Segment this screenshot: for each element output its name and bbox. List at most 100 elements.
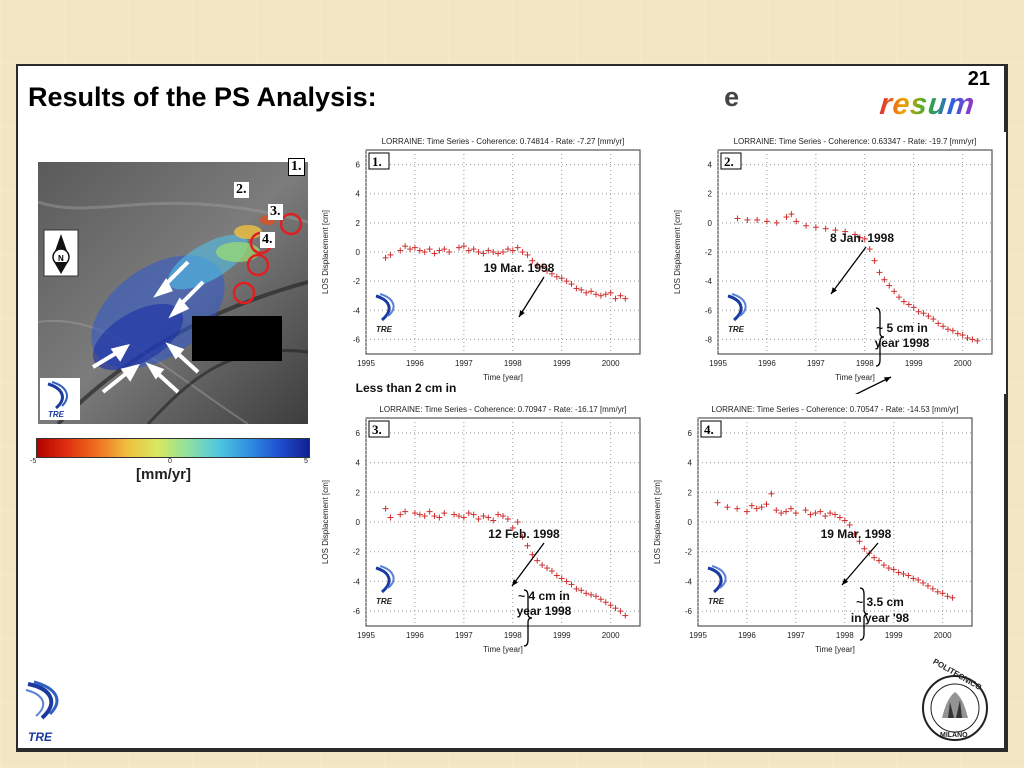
panel-number-box (700, 420, 722, 438)
data-point (617, 292, 624, 299)
data-point (436, 514, 443, 521)
data-point (846, 521, 853, 528)
data-point (807, 511, 814, 518)
data-point (563, 578, 570, 585)
direction-arrows (91, 260, 205, 394)
x-tick-label: 2000 (954, 359, 972, 368)
y-tick-label: 2 (688, 488, 693, 497)
data-point (842, 228, 849, 235)
colorbar-max-label: 5 (304, 458, 308, 465)
x-tick-label: 2000 (602, 631, 620, 640)
data-point (617, 608, 624, 615)
data-point (768, 490, 775, 497)
data-point (622, 295, 629, 302)
data-point (896, 294, 903, 301)
y-tick-label: 4 (356, 459, 361, 468)
y-tick-label: 0 (688, 518, 693, 527)
data-point (714, 499, 721, 506)
data-point (607, 289, 614, 296)
data-point (592, 291, 599, 298)
data-point (495, 511, 502, 518)
plot-tre-logo-icon (727, 293, 747, 322)
panel-number: 2. (724, 154, 734, 169)
y-tick-label: -2 (353, 277, 361, 286)
data-point (529, 257, 536, 264)
data-point (900, 571, 907, 577)
time-series-plot-3: LORRAINE: Time Series - Coherence: 0.709… (314, 400, 654, 666)
y-tick-label: 0 (708, 219, 713, 228)
plot-background (314, 132, 654, 394)
slide-canvas: 21 Results of the PS Analysis: e resum (16, 64, 1008, 752)
tre-logo-icon (40, 378, 80, 420)
data-point (602, 599, 609, 606)
y-tick-label: -4 (353, 306, 361, 315)
data-point (969, 336, 976, 343)
y-tick-label: 0 (356, 248, 361, 257)
data-point (416, 247, 423, 254)
data-point (407, 246, 414, 253)
data-point (475, 249, 482, 255)
plot-background (314, 400, 654, 666)
data-point (514, 519, 521, 525)
annotation-arrow (841, 542, 879, 586)
x-tick-label: 1997 (455, 359, 473, 368)
annotation-brace (859, 587, 869, 641)
data-point (851, 530, 858, 537)
data-point (788, 211, 795, 218)
annotation-arrowhead (831, 287, 838, 294)
data-point (588, 288, 595, 295)
data-point (915, 308, 922, 315)
data-point (890, 566, 897, 573)
site-4-circle (232, 281, 256, 305)
data-point (832, 227, 839, 234)
slide-number: 21 (967, 68, 990, 90)
data-point (836, 514, 843, 521)
x-tick-label: 1996 (758, 359, 776, 368)
y-tick-label: 4 (708, 161, 713, 170)
data-point (514, 244, 521, 251)
resum-button[interactable]: resum (878, 88, 977, 121)
data-point (411, 244, 418, 251)
data-point (763, 218, 770, 225)
x-axis-label: Time [year] (483, 645, 523, 654)
data-point (573, 285, 580, 292)
data-point (534, 262, 541, 269)
data-point (754, 216, 761, 223)
data-point (397, 247, 404, 254)
data-point (817, 508, 824, 515)
data-point (509, 524, 516, 531)
plot-tre-logo-icon (375, 293, 395, 322)
ps-map-svg: N TRE (37, 162, 309, 426)
annotation-text: 19 Mar. 1998 (821, 527, 892, 541)
panel-number: 3. (372, 422, 382, 437)
data-point (876, 557, 883, 564)
annotation-arrowhead (842, 578, 849, 585)
time-series-plot-2: LORRAINE: Time Series - Coherence: 0.633… (666, 132, 1006, 394)
data-point (856, 234, 863, 241)
data-point (915, 576, 922, 583)
data-point (841, 517, 848, 524)
data-point (792, 510, 799, 517)
data-point (787, 505, 794, 512)
data-point (886, 282, 893, 289)
data-point (519, 533, 526, 540)
data-point (964, 334, 971, 341)
data-point (920, 579, 927, 586)
data-point (485, 247, 492, 254)
data-point (597, 292, 604, 299)
data-point (500, 513, 506, 520)
annotation-text: ~ 4 cm in (518, 589, 570, 603)
plot-logo-text: TRE (728, 325, 745, 334)
velocity-colorbar (36, 438, 310, 458)
x-tick-label: 1995 (357, 631, 375, 640)
data-point (402, 508, 409, 515)
data-point (480, 250, 487, 257)
data-point (724, 504, 731, 511)
time-series-plot-4: LORRAINE: Time Series - Coherence: 0.705… (646, 400, 986, 666)
data-point (783, 508, 790, 515)
data-point (944, 593, 951, 600)
corner-tre-text: TRE (28, 730, 52, 744)
x-tick-label: 1999 (905, 359, 923, 368)
x-tick-label: 1999 (885, 631, 903, 640)
data-point (852, 231, 858, 238)
